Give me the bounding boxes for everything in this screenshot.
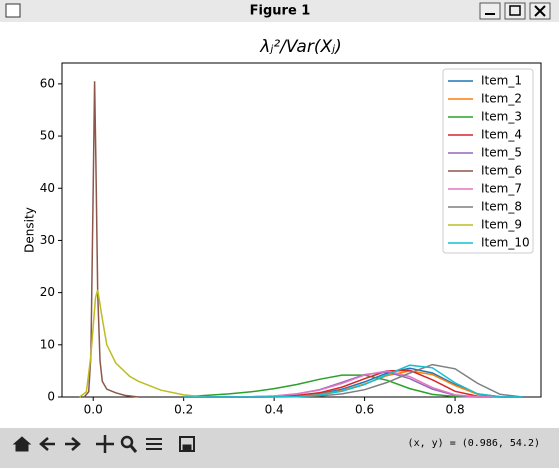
y-axis-label: Density [23, 207, 37, 253]
x-tick-label: 0.0 [84, 403, 103, 417]
x-tick-label: 0.2 [174, 403, 193, 417]
y-tick-label: 0 [47, 390, 55, 404]
legend: Item_1 Item_2 Item_3 Item_4 Item_5 Item_6 Item… [442, 68, 534, 254]
kde-line [183, 364, 523, 398]
y-tick-label: 30 [40, 233, 55, 247]
x-tick-label: 0.8 [446, 403, 465, 417]
legend-label: Item_3 [481, 110, 522, 124]
toolbar [0, 428, 559, 468]
save-icon-detail [182, 444, 192, 451]
zoom-handle [129, 445, 138, 453]
zoom-button[interactable] [120, 435, 134, 449]
legend-label: Item_8 [481, 200, 522, 214]
pan-button[interactable] [96, 435, 114, 453]
legend-label: Item_7 [481, 182, 522, 196]
legend-label: Item_1 [481, 74, 522, 88]
save-button[interactable] [179, 436, 195, 452]
legend-label: Item_6 [481, 164, 522, 178]
home-button[interactable] [12, 436, 32, 452]
close-icon [534, 5, 546, 17]
window-icon [5, 3, 21, 18]
maximize-icon [509, 5, 521, 16]
chart: λⱼ²/Var(Xⱼ) Density 0.0 0.2 0.4 0.6 0.8 0 10 20… [23, 37, 542, 417]
toolbar-icons [12, 435, 195, 453]
x-tick-label: 0.6 [355, 403, 374, 417]
y-tick-label: 60 [40, 76, 55, 90]
cursor-status: (x, y) = (0.986, 54.2) [408, 438, 540, 449]
chart-title: λⱼ²/Var(Xⱼ) [259, 37, 341, 57]
legend-label: Item_9 [481, 218, 522, 232]
legend-label: Item_10 [481, 236, 530, 250]
configure-button[interactable] [146, 438, 162, 450]
minimize-button[interactable] [479, 2, 501, 20]
forward-button[interactable] [65, 437, 81, 451]
y-tick-label: 40 [40, 181, 55, 195]
kde-line [79, 289, 207, 398]
title-bar [0, 0, 559, 22]
back-button[interactable] [39, 437, 55, 451]
legend-label: Item_2 [481, 92, 522, 106]
window-title: Figure 1 [250, 4, 311, 19]
y-tick-label: 10 [40, 337, 55, 351]
window-buttons [479, 2, 551, 20]
legend-label: Item_4 [481, 128, 522, 142]
legend-label: Item_5 [481, 146, 522, 160]
y-tick-label: 20 [40, 285, 55, 299]
y-tick-label: 50 [40, 129, 55, 143]
x-tick-label: 0.4 [265, 403, 284, 417]
